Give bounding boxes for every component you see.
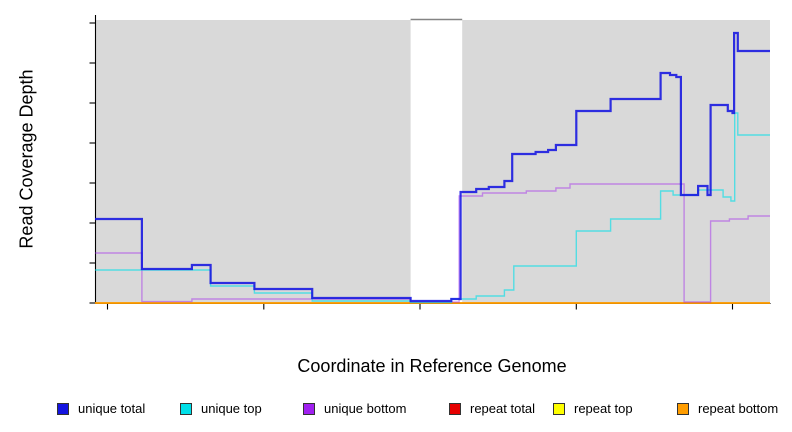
series-line-unique-bottom bbox=[95, 183, 770, 303]
series-layer bbox=[95, 31, 770, 304]
series-line-unique-top bbox=[95, 112, 770, 304]
coverage-gap-band bbox=[410, 20, 463, 303]
x-axis-title: Coordinate in Reference Genome bbox=[297, 356, 567, 376]
series-line-unique-total bbox=[95, 31, 770, 303]
y-axis-title: Read Coverage Depth bbox=[16, 69, 37, 249]
